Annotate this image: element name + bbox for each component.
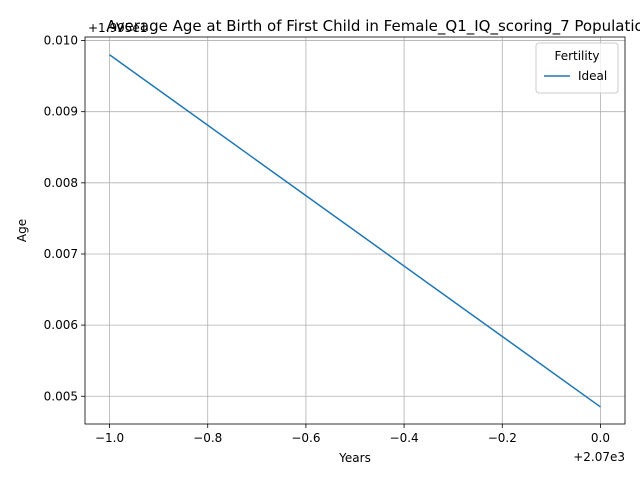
x-tick-label-4: −0.2 <box>488 431 517 445</box>
legend-title: Fertility <box>554 49 599 63</box>
y-tick-label-3: 0.008 <box>44 176 78 190</box>
x-axis-offset-label: +2.07e3 <box>573 450 625 464</box>
x-tick-label-0: −1.0 <box>95 431 124 445</box>
legend-box <box>535 42 619 94</box>
series-line-0 <box>109 54 601 408</box>
axes: −1.0 −0.8 −0.6 −0.4 −0.2 0.0 0.005 0.006 0.007 0.… <box>44 34 626 445</box>
legend-entry-0: Ideal <box>578 69 607 83</box>
y-axis-label: Age <box>15 219 29 242</box>
y-tick-label-2: 0.007 <box>44 247 78 261</box>
y-tick-label-5: 0.010 <box>44 34 78 48</box>
x-tick-label-1: −0.8 <box>193 431 222 445</box>
chart-title: Average Age at Birth of First Child in F… <box>106 17 640 36</box>
series-layer <box>109 54 601 408</box>
y-tick-label-0: 0.005 <box>44 389 78 403</box>
x-tick-label-5: 0.0 <box>591 431 610 445</box>
grid <box>85 37 625 424</box>
x-axis-label: Years <box>338 451 371 465</box>
x-tick-label-3: −0.4 <box>390 431 419 445</box>
x-tick-label-2: −0.6 <box>291 431 320 445</box>
y-tick-label-1: 0.006 <box>44 318 78 332</box>
y-axis-offset-label: +1.995e1 <box>88 21 147 35</box>
plot-frame <box>84 36 626 425</box>
legend: Fertility Ideal <box>535 42 619 94</box>
y-tick-label-4: 0.009 <box>44 105 78 119</box>
